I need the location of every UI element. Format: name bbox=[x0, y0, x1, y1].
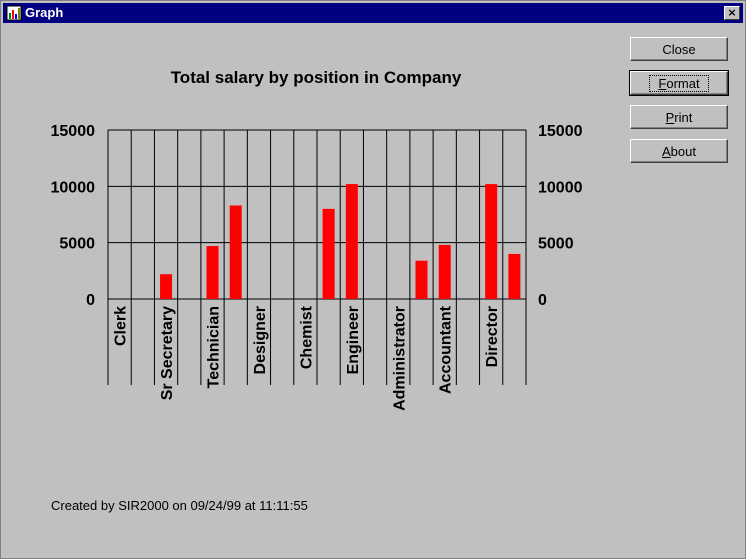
bar bbox=[229, 205, 242, 299]
created-by-note: Created by SIR2000 on 09/24/99 at 11:11:… bbox=[51, 498, 308, 513]
title-bar[interactable]: Graph × bbox=[3, 3, 743, 23]
x-tick-label: Designer bbox=[252, 306, 269, 374]
bar bbox=[160, 274, 173, 299]
bar bbox=[206, 246, 219, 299]
y-tick-label-left: 15000 bbox=[51, 123, 96, 140]
format-button-label: Format bbox=[649, 75, 709, 92]
y-tick-label-left: 5000 bbox=[59, 236, 95, 253]
y-tick-label-right: 0 bbox=[538, 292, 547, 309]
bar bbox=[322, 208, 335, 299]
y-tick-label-left: 0 bbox=[86, 292, 95, 309]
x-tick-label: Clerk bbox=[113, 306, 130, 346]
x-tick-label: Sr Secretary bbox=[159, 306, 176, 400]
window-title: Graph bbox=[25, 5, 64, 20]
about-button[interactable]: About bbox=[630, 139, 728, 163]
y-tick-label-right: 15000 bbox=[538, 123, 583, 140]
x-tick-label: Technician bbox=[206, 306, 223, 388]
y-tick-label-right: 5000 bbox=[538, 236, 574, 253]
y-tick-label-right: 10000 bbox=[538, 179, 583, 196]
bar bbox=[485, 184, 498, 299]
bar bbox=[345, 184, 358, 299]
bar bbox=[415, 260, 428, 299]
y-tick-label-left: 10000 bbox=[51, 179, 96, 196]
x-tick-label: Administrator bbox=[391, 306, 408, 411]
bar bbox=[438, 244, 451, 299]
close-button-label: Close bbox=[662, 42, 696, 57]
app-graph-icon bbox=[6, 5, 22, 21]
window-close-icon[interactable]: × bbox=[724, 6, 740, 20]
bar bbox=[508, 253, 521, 299]
x-tick-label: Chemist bbox=[298, 305, 315, 369]
chart-title: Total salary by position in Company bbox=[171, 68, 462, 87]
x-tick-label: Engineer bbox=[345, 306, 362, 374]
x-tick-label: Accountant bbox=[438, 305, 455, 394]
about-button-label: About bbox=[662, 144, 696, 159]
print-button[interactable]: Print bbox=[630, 105, 728, 129]
x-tick-label: Director bbox=[484, 306, 501, 367]
print-button-label: Print bbox=[665, 110, 693, 125]
format-button[interactable]: Format bbox=[629, 70, 729, 96]
close-button[interactable]: Close bbox=[630, 37, 728, 61]
